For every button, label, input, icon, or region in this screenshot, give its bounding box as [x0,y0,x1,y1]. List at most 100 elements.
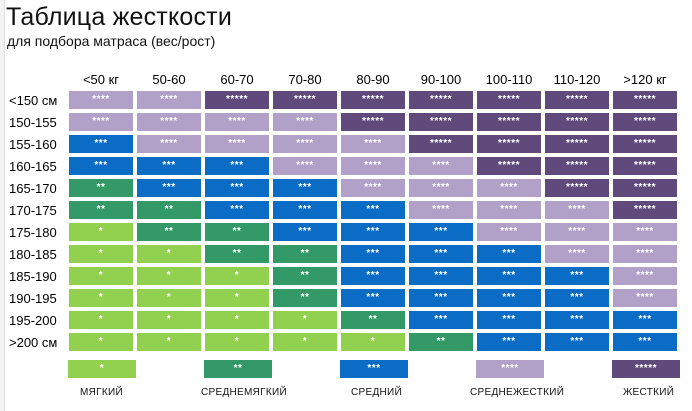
firmness-cell: **** [69,91,133,109]
legend-label-medium-soft: СРЕДНЕМЯГКИЙ [201,387,287,398]
firmness-cell: ** [409,333,473,351]
firmness-cell: ***** [477,91,541,109]
height-label: <150 см [9,92,58,108]
table-row: 190-195 * * * ** *** *** *** *** **** [4,289,677,307]
firmness-cell: *** [409,311,473,329]
weight-header: 110-120 [553,72,601,87]
firmness-cell: ***** [477,157,541,175]
weight-header: <50 кг [82,72,120,87]
firmness-cell: ***** [409,135,473,153]
firmness-cell: ***** [341,113,405,131]
firmness-cell: **** [477,223,541,241]
weight-header: 50-60 [152,72,186,87]
firmness-cell: *** [205,201,269,219]
legend-label-medium: СРЕДНИЙ [351,387,403,398]
firmness-cell: * [137,267,201,285]
firmness-cell: ***** [545,113,609,131]
firmness-cell: * [69,289,133,307]
firmness-cell: * [205,333,269,351]
firmness-cell: *** [205,179,269,197]
firmness-cell: **** [545,223,609,241]
firmness-cell: ***** [613,135,677,153]
firmness-cell: * [137,289,201,307]
firmness-cell: ***** [341,91,405,109]
firmness-cell: *** [477,311,541,329]
firmness-cell: **** [613,267,677,285]
firmness-cell: * [273,333,337,351]
weight-header: 90-100 [420,72,462,87]
firmness-cell: **** [273,113,337,131]
firmness-cell: *** [341,289,405,307]
firmness-cell: *** [409,223,473,241]
legend-label-medium-firm: СРЕДНЕЖЕСТКИЙ [470,387,565,398]
weight-header: 70-80 [288,72,322,87]
legend-swatch-soft: * [68,360,136,378]
firmness-table: <50 кг 50-60 60-70 70-80 80-90 90-100 10… [0,68,681,355]
firmness-cell: **** [205,113,269,131]
firmness-cell: *** [545,267,609,285]
firmness-cell: **** [341,157,405,175]
firmness-cell: *** [273,179,337,197]
firmness-cell: ***** [545,179,609,197]
firmness-cell: ***** [545,157,609,175]
table-row: 185-190 * * * ** *** *** *** *** **** [4,267,677,285]
left-frame-edge [0,0,5,411]
firmness-cell: ** [205,245,269,263]
firmness-cell: *** [545,333,609,351]
height-label: 170-175 [9,202,57,218]
height-label: 185-190 [9,268,57,284]
height-label: 160-165 [9,158,57,174]
firmness-cell: **** [69,113,133,131]
weight-header: 60-70 [220,72,254,87]
firmness-cell: ***** [613,179,677,197]
legend-swatch-firm: ***** [612,360,680,378]
firmness-cell: *** [477,245,541,263]
firmness-cell: *** [409,267,473,285]
firmness-cell: ***** [273,91,337,109]
firmness-cell: *** [341,267,405,285]
firmness-cell: **** [341,135,405,153]
height-label: 190-195 [9,290,57,306]
legend-swatch-medium-soft: ** [204,360,272,378]
firmness-cell: ** [273,289,337,307]
firmness-cell: *** [477,333,541,351]
legend-swatch-medium-firm: **** [476,360,544,378]
height-label: 195-200 [9,312,57,328]
weight-header-row: <50 кг 50-60 60-70 70-80 80-90 90-100 10… [4,72,677,87]
firmness-cell: ***** [477,113,541,131]
firmness-cell: ** [69,179,133,197]
firmness-cell: ***** [545,91,609,109]
firmness-cell: * [205,289,269,307]
table-row: 155-160 *** **** **** **** **** ***** ***** ****… [4,135,677,153]
table-row: 165-170 ** *** *** *** **** **** **** ***** ***** [4,179,677,197]
firmness-cell: **** [205,135,269,153]
firmness-cell: *** [69,135,133,153]
firmness-cell: ** [137,223,201,241]
firmness-cell: ** [341,311,405,329]
firmness-cell: **** [613,223,677,241]
firmness-cell: ***** [477,135,541,153]
firmness-cell: ***** [205,91,269,109]
firmness-cell: **** [409,179,473,197]
firmness-cell: * [137,311,201,329]
table-row: 180-185 * * ** ** *** *** *** **** **** [4,245,677,263]
firmness-cell: *** [137,179,201,197]
firmness-cell: *** [545,289,609,307]
firmness-cell: *** [273,223,337,241]
firmness-cell: * [205,311,269,329]
firmness-cell: *** [545,311,609,329]
firmness-cell: **** [409,157,473,175]
firmness-cell: *** [477,267,541,285]
firmness-cell: ***** [613,201,677,219]
firmness-cell: ***** [613,113,677,131]
firmness-cell: * [341,333,405,351]
firmness-cell: *** [409,289,473,307]
legend-swatch-medium: *** [340,360,408,378]
firmness-cell: ** [69,201,133,219]
corner-cell [4,72,65,87]
firmness-cell: * [69,267,133,285]
table-row: 195-200 * * * * ** *** *** *** *** [4,311,677,329]
height-label: 155-160 [9,136,57,152]
firmness-cell: **** [137,113,201,131]
table-row: 160-165 *** *** *** **** **** **** ***** ***** **… [4,157,677,175]
